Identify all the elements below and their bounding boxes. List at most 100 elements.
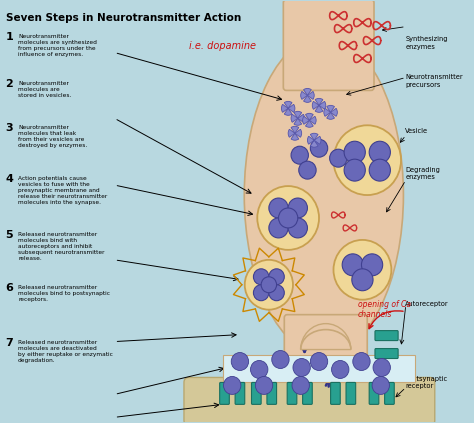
Circle shape <box>310 139 328 157</box>
Circle shape <box>331 360 349 379</box>
Text: 4: 4 <box>6 173 13 184</box>
Text: 1: 1 <box>6 32 13 42</box>
Circle shape <box>293 359 310 376</box>
Circle shape <box>245 260 293 310</box>
Wedge shape <box>327 113 335 119</box>
Wedge shape <box>291 133 299 140</box>
Wedge shape <box>294 118 301 125</box>
Circle shape <box>372 376 390 394</box>
Wedge shape <box>324 108 330 116</box>
Circle shape <box>224 376 241 394</box>
Text: Seven Steps in Neurotransmitter Action: Seven Steps in Neurotransmitter Action <box>6 13 241 23</box>
Circle shape <box>362 254 383 276</box>
Circle shape <box>255 376 273 394</box>
Circle shape <box>269 198 288 218</box>
Text: Degrading
enzymes: Degrading enzymes <box>405 167 440 180</box>
Circle shape <box>251 360 268 379</box>
Wedge shape <box>303 95 311 102</box>
Text: Neurotransmitter
precursors: Neurotransmitter precursors <box>405 74 463 88</box>
Wedge shape <box>282 104 288 113</box>
Circle shape <box>369 141 391 163</box>
Wedge shape <box>302 116 310 124</box>
Circle shape <box>288 198 308 218</box>
Ellipse shape <box>244 36 403 354</box>
Circle shape <box>288 218 308 238</box>
Wedge shape <box>330 108 337 116</box>
Text: Action potentials cause
vesicles to fuse with the
presynaptic membrane and
relea: Action potentials cause vesicles to fuse… <box>18 176 107 205</box>
Circle shape <box>373 359 391 376</box>
Circle shape <box>272 351 289 368</box>
Wedge shape <box>310 116 316 124</box>
Text: Released neurotransmitter
molecules bind with
autoreceptors and inhibit
subseque: Released neurotransmitter molecules bind… <box>18 233 105 261</box>
Wedge shape <box>298 114 305 122</box>
Wedge shape <box>295 129 301 137</box>
Circle shape <box>299 161 316 179</box>
FancyBboxPatch shape <box>235 382 245 404</box>
Circle shape <box>269 285 284 301</box>
FancyBboxPatch shape <box>375 331 398 341</box>
Text: Vesicle: Vesicle <box>405 129 428 135</box>
Circle shape <box>353 352 370 371</box>
FancyBboxPatch shape <box>283 0 374 91</box>
Wedge shape <box>306 120 313 127</box>
Text: 7: 7 <box>6 338 13 348</box>
Text: Neurotransmitter
molecules are
stored in vesicles.: Neurotransmitter molecules are stored in… <box>18 81 72 98</box>
Wedge shape <box>288 104 295 113</box>
FancyBboxPatch shape <box>284 315 367 371</box>
Text: Neurotransmitter
molecules are synthesized
from precursors under the
influence o: Neurotransmitter molecules are synthesiz… <box>18 34 97 57</box>
Circle shape <box>231 352 248 371</box>
Wedge shape <box>315 99 323 105</box>
Circle shape <box>334 240 392 300</box>
Text: 6: 6 <box>6 283 13 293</box>
Wedge shape <box>314 136 321 144</box>
Wedge shape <box>306 113 313 120</box>
Text: Synthesizing
enzymes: Synthesizing enzymes <box>405 36 448 49</box>
Circle shape <box>310 352 328 371</box>
Wedge shape <box>303 88 311 95</box>
Text: Autoreceptor: Autoreceptor <box>405 301 449 307</box>
Text: Postsynaptic
receptor: Postsynaptic receptor <box>405 376 447 389</box>
Circle shape <box>292 376 310 394</box>
Circle shape <box>269 218 288 238</box>
Circle shape <box>279 208 298 228</box>
FancyBboxPatch shape <box>219 382 229 404</box>
Wedge shape <box>310 133 318 140</box>
Text: i.e. dopamine: i.e. dopamine <box>189 41 256 51</box>
Wedge shape <box>310 140 318 147</box>
FancyBboxPatch shape <box>184 377 435 423</box>
FancyBboxPatch shape <box>346 382 356 404</box>
FancyBboxPatch shape <box>267 382 276 404</box>
FancyBboxPatch shape <box>223 354 416 382</box>
FancyBboxPatch shape <box>252 382 261 404</box>
Text: 5: 5 <box>6 231 13 240</box>
Wedge shape <box>301 324 351 349</box>
Circle shape <box>254 269 269 285</box>
Circle shape <box>291 146 309 164</box>
FancyBboxPatch shape <box>287 382 297 404</box>
Text: Neurotransmitter
molecules that leak
from their vesicles are
destroyed by enzyme: Neurotransmitter molecules that leak fro… <box>18 125 87 148</box>
Circle shape <box>344 141 365 163</box>
Wedge shape <box>312 102 319 110</box>
FancyBboxPatch shape <box>384 382 394 404</box>
Wedge shape <box>315 105 323 113</box>
Wedge shape <box>288 129 295 137</box>
Wedge shape <box>301 91 308 99</box>
Wedge shape <box>308 91 314 99</box>
Wedge shape <box>291 126 299 133</box>
Circle shape <box>369 159 391 181</box>
Circle shape <box>254 285 269 301</box>
Circle shape <box>261 277 276 293</box>
FancyBboxPatch shape <box>369 382 379 404</box>
Wedge shape <box>284 108 292 115</box>
Wedge shape <box>294 111 301 118</box>
Circle shape <box>329 149 347 167</box>
Wedge shape <box>308 136 314 144</box>
Circle shape <box>257 186 319 250</box>
Circle shape <box>352 269 373 291</box>
FancyBboxPatch shape <box>330 382 340 404</box>
Text: opening of Ca
channels: opening of Ca channels <box>357 300 410 319</box>
Text: 3: 3 <box>6 123 13 133</box>
Circle shape <box>342 254 364 276</box>
Wedge shape <box>327 105 335 113</box>
Wedge shape <box>291 114 298 122</box>
